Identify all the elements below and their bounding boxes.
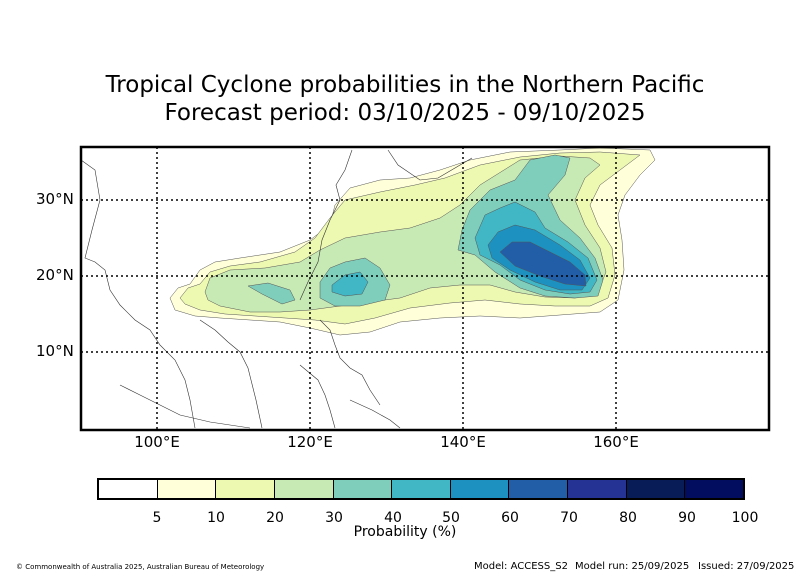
- colorbar-tick: 100: [731, 510, 759, 526]
- colorbar-tick: 40: [384, 510, 402, 526]
- colorbar-tick: 90: [678, 510, 696, 526]
- colorbar-tick: 50: [442, 510, 460, 526]
- colorbar-segment: [568, 480, 627, 498]
- colorbar: [97, 478, 745, 500]
- issued-date: Issued: 27/09/2025: [698, 561, 795, 572]
- colorbar-tick: 10: [207, 510, 225, 526]
- chart-title-line2: Forecast period: 03/10/2025 - 09/10/2025: [164, 100, 646, 126]
- colorbar-tick: 20: [266, 510, 284, 526]
- chart-title-line1: Tropical Cyclone probabilities in the No…: [105, 72, 705, 98]
- colorbar-tick: 80: [619, 510, 637, 526]
- colorbar-segment: [450, 480, 510, 498]
- colorbar-label: Probability (%): [353, 524, 457, 540]
- colorbar-tick: 5: [152, 510, 162, 526]
- gridlines: [81, 147, 769, 430]
- lat-label-10n: 10°N: [36, 342, 74, 360]
- colorbar-tick: 60: [501, 510, 519, 526]
- model-name: Model: ACCESS_S2: [474, 561, 568, 572]
- lon-label-100e: 100°E: [134, 433, 180, 451]
- colorbar-segment: [157, 480, 217, 498]
- colorbar-segment: [392, 480, 451, 498]
- colorbar-segment: [274, 480, 334, 498]
- probability-contours: [169, 147, 656, 336]
- lon-label-120e: 120°E: [287, 433, 333, 451]
- colorbar-tick: 70: [560, 510, 578, 526]
- lat-label-20n: 20°N: [36, 266, 74, 284]
- lon-label-140e: 140°E: [440, 433, 486, 451]
- colorbar-segment: [333, 480, 393, 498]
- colorbar-segment: [216, 480, 275, 498]
- colorbar-segment: [626, 480, 686, 498]
- coastlines: [81, 149, 473, 429]
- copyright-notice: © Commonwealth of Australia 2025, Austra…: [16, 563, 265, 571]
- model-run-date: Model run: 25/09/2025: [575, 561, 690, 572]
- colorbar-segment: [509, 480, 569, 498]
- map-frame: [79, 145, 771, 432]
- colorbar-segment: [99, 480, 158, 498]
- colorbar-segment: [685, 480, 744, 498]
- lat-label-30n: 30°N: [36, 190, 74, 208]
- colorbar-tick: 30: [325, 510, 343, 526]
- lon-label-160e: 160°E: [593, 433, 639, 451]
- contour-60: [499, 241, 587, 287]
